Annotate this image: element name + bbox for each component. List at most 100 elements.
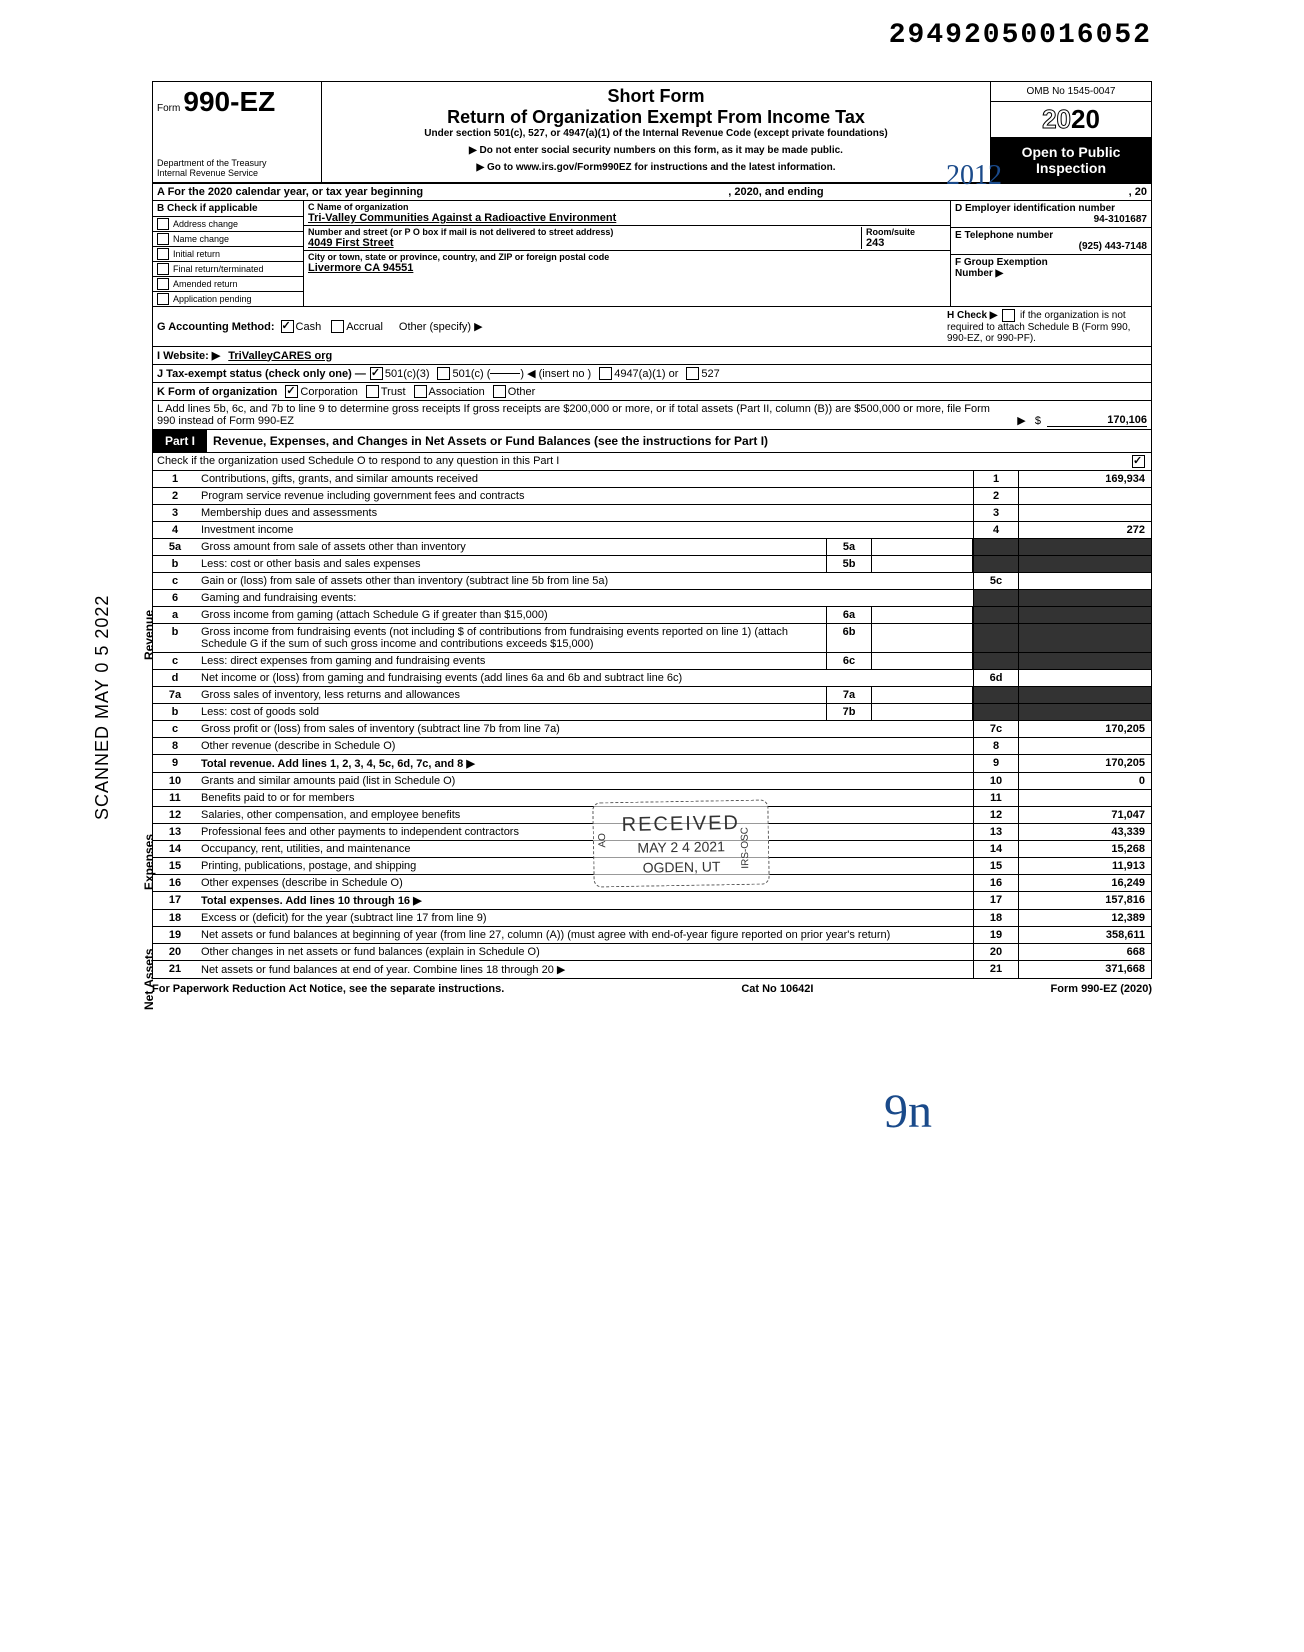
527-label: 527 <box>701 368 719 380</box>
table-row: 1Contributions, gifts, grants, and simil… <box>153 471 1151 488</box>
row-value: 43,339 <box>1018 824 1151 840</box>
row-value: 157,816 <box>1018 892 1151 909</box>
row-desc: Other expenses (describe in Schedule O) <box>197 875 973 891</box>
checkbox-trust[interactable] <box>366 385 379 398</box>
row-num: 12 <box>153 807 197 823</box>
checkbox-4947[interactable] <box>599 367 612 380</box>
checkbox-b-box-5[interactable] <box>157 293 169 305</box>
row-box <box>973 653 1018 669</box>
checkbox-b-box-2[interactable] <box>157 248 169 260</box>
trust-label: Trust <box>381 386 406 398</box>
row-num: 17 <box>153 892 197 909</box>
city: Livermore CA 94551 <box>308 262 946 274</box>
table-row: 17Total expenses. Add lines 10 through 1… <box>153 892 1151 910</box>
row-num: b <box>153 704 197 720</box>
row-value: 0 <box>1018 773 1151 789</box>
checkbox-other-org[interactable] <box>493 385 506 398</box>
row-box: 13 <box>973 824 1018 840</box>
row-box: 18 <box>973 910 1018 926</box>
row-box: 16 <box>973 875 1018 891</box>
checkbox-corp[interactable] <box>285 385 298 398</box>
row-box: 12 <box>973 807 1018 823</box>
row-desc: Gross income from gaming (attach Schedul… <box>197 607 826 623</box>
row-desc: Excess or (deficit) for the year (subtra… <box>197 910 973 926</box>
checkbox-h[interactable] <box>1002 309 1015 322</box>
row-mid-val <box>872 687 973 703</box>
table-row: aGross income from gaming (attach Schedu… <box>153 607 1151 624</box>
row-box: 7c <box>973 721 1018 737</box>
row-value <box>1018 505 1151 521</box>
checkbox-b-label-0: Address change <box>173 219 238 229</box>
row-value: 170,205 <box>1018 721 1151 737</box>
row-desc: Other changes in net assets or fund bala… <box>197 944 973 960</box>
checkbox-b-label-2: Initial return <box>173 249 220 259</box>
table-row: 6Gaming and fundraising events: <box>153 590 1151 607</box>
row-num: 19 <box>153 927 197 943</box>
tel-label: E Telephone number <box>955 230 1147 241</box>
row-desc: Printing, publications, postage, and shi… <box>197 858 973 874</box>
tel: (925) 443-7148 <box>955 241 1147 252</box>
row-mid-val <box>872 624 973 652</box>
row-mid-num: 6c <box>826 653 872 669</box>
row-desc: Gross amount from sale of assets other t… <box>197 539 826 555</box>
row-num: 16 <box>153 875 197 891</box>
checkbox-527[interactable] <box>686 367 699 380</box>
row-box: 6d <box>973 670 1018 686</box>
checkbox-accrual[interactable] <box>331 320 344 333</box>
row-box <box>973 687 1018 703</box>
row-desc: Net assets or fund balances at beginning… <box>197 927 973 943</box>
row-desc: Grants and similar amounts paid (list in… <box>197 773 973 789</box>
checkbox-b-box-4[interactable] <box>157 278 169 290</box>
row-box <box>973 704 1018 720</box>
footer-paperwork: For Paperwork Reduction Act Notice, see … <box>152 983 504 995</box>
checkbox-assoc[interactable] <box>414 385 427 398</box>
short-form-title: Short Form <box>326 86 986 107</box>
row-num: 9 <box>153 755 197 772</box>
table-row: cGross profit or (loss) from sales of in… <box>153 721 1151 738</box>
row-value: 371,668 <box>1018 961 1151 978</box>
handwritten-top: 2012 <box>946 160 1002 192</box>
table-row: cLess: direct expenses from gaming and f… <box>153 653 1151 670</box>
row-num: 3 <box>153 505 197 521</box>
checkbox-b-box-1[interactable] <box>157 233 169 245</box>
row-value <box>1018 687 1151 703</box>
row-mid-val <box>872 556 973 572</box>
line-h-label: H Check ▶ <box>947 310 997 321</box>
row-box: 10 <box>973 773 1018 789</box>
row-num: 1 <box>153 471 197 487</box>
row-value <box>1018 653 1151 669</box>
row-box <box>973 556 1018 572</box>
stamp-irs-osc: IRS-OSC <box>738 827 753 869</box>
checkbox-501c[interactable] <box>437 367 450 380</box>
checkbox-cash[interactable] <box>281 320 294 333</box>
row-num: c <box>153 721 197 737</box>
dept-treasury: Department of the Treasury <box>157 158 317 168</box>
return-title: Return of Organization Exempt From Incom… <box>326 107 986 128</box>
row-a-begin: A For the 2020 calendar year, or tax yea… <box>157 186 423 198</box>
checkbox-b-3: Final return/terminated <box>153 262 303 277</box>
row-num: c <box>153 573 197 589</box>
row-desc: Investment income <box>197 522 973 538</box>
row-mid-val <box>872 653 973 669</box>
line-j-label: J Tax-exempt status (check only one) — <box>157 368 366 380</box>
checkbox-schedule-o[interactable] <box>1132 455 1145 468</box>
footer-formref: Form 990-EZ (2020) <box>1051 983 1152 995</box>
501c-label: 501(c) ( <box>452 368 490 380</box>
checkbox-501c3[interactable] <box>370 367 383 380</box>
row-num: a <box>153 607 197 623</box>
form-label: Form <box>157 103 180 114</box>
row-desc: Less: cost of goods sold <box>197 704 826 720</box>
checkbox-b-box-3[interactable] <box>157 263 169 275</box>
table-row: 9Total revenue. Add lines 1, 2, 3, 4, 5c… <box>153 755 1151 773</box>
line-l-text: L Add lines 5b, 6c, and 7b to line 9 to … <box>157 403 1011 427</box>
table-row: 2Program service revenue including gover… <box>153 488 1151 505</box>
row-value <box>1018 488 1151 504</box>
ein: 94-3101687 <box>955 214 1147 225</box>
row-value <box>1018 704 1151 720</box>
checkbox-b-box-0[interactable] <box>157 218 169 230</box>
checkbox-b-label-1: Name change <box>173 234 229 244</box>
row-value <box>1018 573 1151 589</box>
row-desc: Total expenses. Add lines 10 through 16 … <box>197 892 973 909</box>
year-bold: 20 <box>1071 104 1100 134</box>
table-row: 7aGross sales of inventory, less returns… <box>153 687 1151 704</box>
